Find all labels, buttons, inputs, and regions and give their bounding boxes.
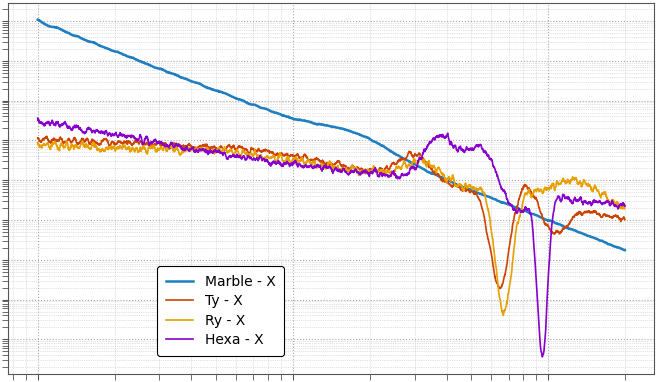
Hexa - X [621,204,629,208]
Line: Ry - X: Ry - X [37,141,625,315]
Hexa - X [610,202,618,207]
Ty - X [101,138,109,142]
Ty - X [497,286,505,291]
Ty - X [136,139,144,144]
Hexa - X [34,116,41,120]
Ry - X [610,199,618,204]
Hexa - X [101,132,108,136]
Ty - X [259,149,267,153]
Line: Hexa - X: Hexa - X [37,118,625,357]
Ty - X [547,228,555,233]
Ry - X [499,313,507,317]
Hexa - X [547,243,555,248]
Ry - X [621,206,629,210]
Marble - X [34,17,41,22]
Ry - X [136,148,144,152]
Hexa - X [135,135,143,140]
Marble - X [135,59,143,63]
Marble - X [621,248,629,253]
Ry - X [34,140,41,145]
Ty - X [284,154,292,159]
Hexa - X [259,157,267,162]
Line: Marble - X: Marble - X [37,19,625,250]
Marble - X [284,115,292,119]
Ry - X [62,139,70,143]
Ry - X [547,184,555,188]
Marble - X [101,45,108,50]
Hexa - X [284,161,292,166]
Ty - X [43,134,51,139]
Ty - X [621,217,629,222]
Marble - X [620,248,628,253]
Ty - X [34,136,41,141]
Line: Ty - X: Ty - X [37,136,625,288]
Ty - X [610,214,618,219]
Ry - X [101,148,109,152]
Ry - X [284,155,292,160]
Marble - X [546,219,554,223]
Ry - X [259,157,267,161]
Marble - X [259,106,267,110]
Legend: Marble - X, Ty - X, Ry - X, Hexa - X: Marble - X, Ty - X, Ry - X, Hexa - X [158,266,284,356]
Marble - X [610,244,618,248]
Hexa - X [539,354,547,359]
